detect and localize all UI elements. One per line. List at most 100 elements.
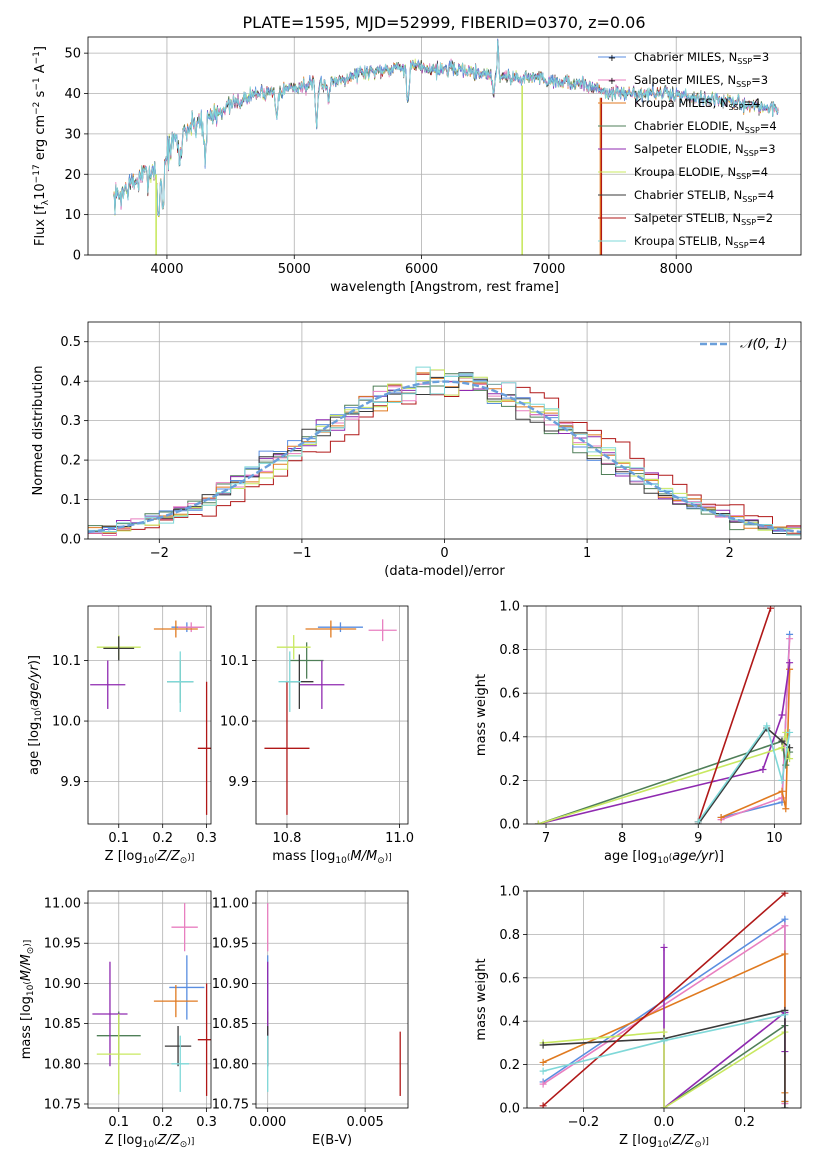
y-tick-label: 0.4 — [499, 730, 520, 745]
legend-name: Chabrier ELODIE, N — [634, 119, 745, 133]
label-part: −17 — [32, 164, 42, 183]
x-tick-label: 8 — [618, 831, 626, 846]
label-part: ( — [154, 853, 158, 863]
x-tick-label: 10 — [766, 831, 783, 846]
label-part: age [log — [604, 849, 657, 864]
x-tick-label: 7000 — [532, 262, 565, 277]
y-tick-label: 10.75 — [44, 1097, 81, 1112]
weight-marker-5 — [786, 755, 794, 763]
label-part: erg cm — [33, 115, 48, 164]
x-tick-label: 1 — [583, 546, 591, 561]
y-tick-label: 0.8 — [499, 928, 520, 943]
legend-subscript: SSP — [744, 149, 759, 158]
label-part: )] — [23, 940, 33, 947]
label-part: −1 — [32, 77, 42, 90]
y-tick-label: 0.5 — [60, 335, 81, 350]
label-part: 10 — [33, 183, 48, 200]
legend-nssp: =3 — [752, 50, 769, 64]
panel-mass_vs_EBV: 0.000 0.005 10.75 10.80 10.85 10.90 10.95 11.00… — [212, 890, 409, 1148]
weight-marker-1 — [786, 635, 794, 643]
y-tick-label: 10 — [64, 208, 81, 223]
figure-title: PLATE=1595, MJD=52999, FIBERID=0370, z=0… — [242, 13, 645, 32]
y-tick-label: 0.2 — [60, 454, 81, 469]
weight-marker-7 — [767, 606, 775, 612]
y-tick-label: 20 — [64, 168, 81, 183]
weight-marker-5 — [660, 1104, 668, 1108]
x-axis-label: age [log10(age/yr)] — [604, 849, 724, 866]
label-part: ] — [33, 46, 48, 51]
label-part: )] — [187, 853, 194, 863]
y-tick-label: 10.95 — [212, 937, 249, 952]
y-tick-label: 30 — [64, 127, 81, 142]
x-axis-label: Z [log10(Z/Z⊙)] — [619, 1133, 709, 1150]
legend-subscript: SSP — [737, 57, 752, 66]
label-part: ( — [31, 707, 41, 711]
legend-nssp: =4 — [757, 188, 774, 202]
axes-frame — [87, 321, 802, 540]
x-tick-label: 0.2 — [152, 831, 173, 846]
x-tick-label: 7 — [542, 831, 550, 846]
x-tick-label: 0.3 — [196, 831, 217, 846]
x-tick-label: 2 — [726, 546, 734, 561]
x-axis-label: mass [log10(M/M⊙)] — [272, 849, 392, 866]
y-tick-label: 50 — [64, 47, 81, 62]
y-axis-label: age [log10(age/yr)] — [27, 655, 44, 775]
label-part: 10 — [335, 856, 347, 866]
weight-marker-2 — [717, 813, 725, 821]
y-axis-label: Normed distribution — [31, 366, 46, 496]
label-part: Z [log — [105, 849, 143, 864]
label-part: Flux [f — [33, 205, 48, 246]
y-tick-label: 10.80 — [44, 1057, 81, 1072]
weight-line-6 — [697, 726, 791, 824]
legend-subscript: SSP — [745, 126, 760, 135]
weight-marker-7 — [781, 891, 789, 897]
legend-name: Kroupa STELIB, N — [634, 234, 734, 248]
legend-label: Kroupa ELODIE, NSSP=4 — [634, 165, 768, 181]
legend-marker: + — [608, 53, 616, 64]
legend-nssp: =4 — [760, 119, 777, 133]
legend-subscript: SSP — [741, 218, 756, 227]
y-tick-label: 0 — [73, 249, 81, 264]
weight-marker-4 — [759, 766, 767, 773]
y-tick-label: 0.8 — [499, 643, 520, 658]
legend-name: Salpeter MILES, N — [634, 73, 736, 87]
weight-marker-0 — [781, 915, 789, 923]
x-tick-label: −1 — [292, 546, 311, 561]
y-tick-label: 11.00 — [44, 897, 81, 912]
legend-subscript: SSP — [736, 80, 751, 89]
axes-frame — [87, 36, 802, 256]
y-tick-label: 0.4 — [60, 375, 81, 390]
plot-area-residuals — [88, 366, 801, 538]
x-tick-label: 4000 — [150, 262, 183, 277]
label-part: )] — [187, 1137, 194, 1147]
x-tick-label: 0.2 — [152, 1115, 173, 1130]
legend-subscript: SSP — [742, 195, 757, 204]
legend-label: Salpeter STELIB, NSSP=2 — [634, 211, 773, 227]
y-tick-label: 10.85 — [44, 1017, 81, 1032]
weight-line-2 — [720, 669, 791, 819]
y-tick-label: 0.2 — [499, 1058, 520, 1073]
label-part: ⊙ — [180, 856, 188, 866]
label-part: 10 — [26, 984, 36, 996]
x-tick-label: 0.0 — [654, 1115, 675, 1130]
label-part: ( — [23, 981, 33, 985]
label-part: Z [log — [105, 1133, 143, 1148]
legend-name: Kroupa ELODIE, N — [634, 165, 736, 179]
label-part: 10 — [143, 856, 155, 866]
y-tick-label: 0.6 — [499, 971, 520, 986]
label-part: ( — [669, 1137, 673, 1147]
y-tick-label: 0.0 — [499, 1102, 520, 1117]
legend-subscript: SSP — [734, 241, 749, 250]
label-part: s — [33, 90, 48, 101]
label-part: )] — [702, 1137, 709, 1147]
axes-frame — [255, 605, 409, 825]
legend-label: Chabrier STELIB, NSSP=4 — [634, 188, 774, 204]
y-tick-label: 0.1 — [60, 493, 81, 508]
label-part: mass [log — [272, 849, 335, 864]
weight-line-7 — [697, 607, 772, 823]
y-tick-label: 10.90 — [212, 977, 249, 992]
panel-spectrum: 4000 5000 6000 7000 8000 0 10 20 30 40 50 wavelengt… — [32, 36, 802, 295]
weight-line-4 — [538, 662, 791, 824]
label-part: 10 — [34, 710, 44, 722]
